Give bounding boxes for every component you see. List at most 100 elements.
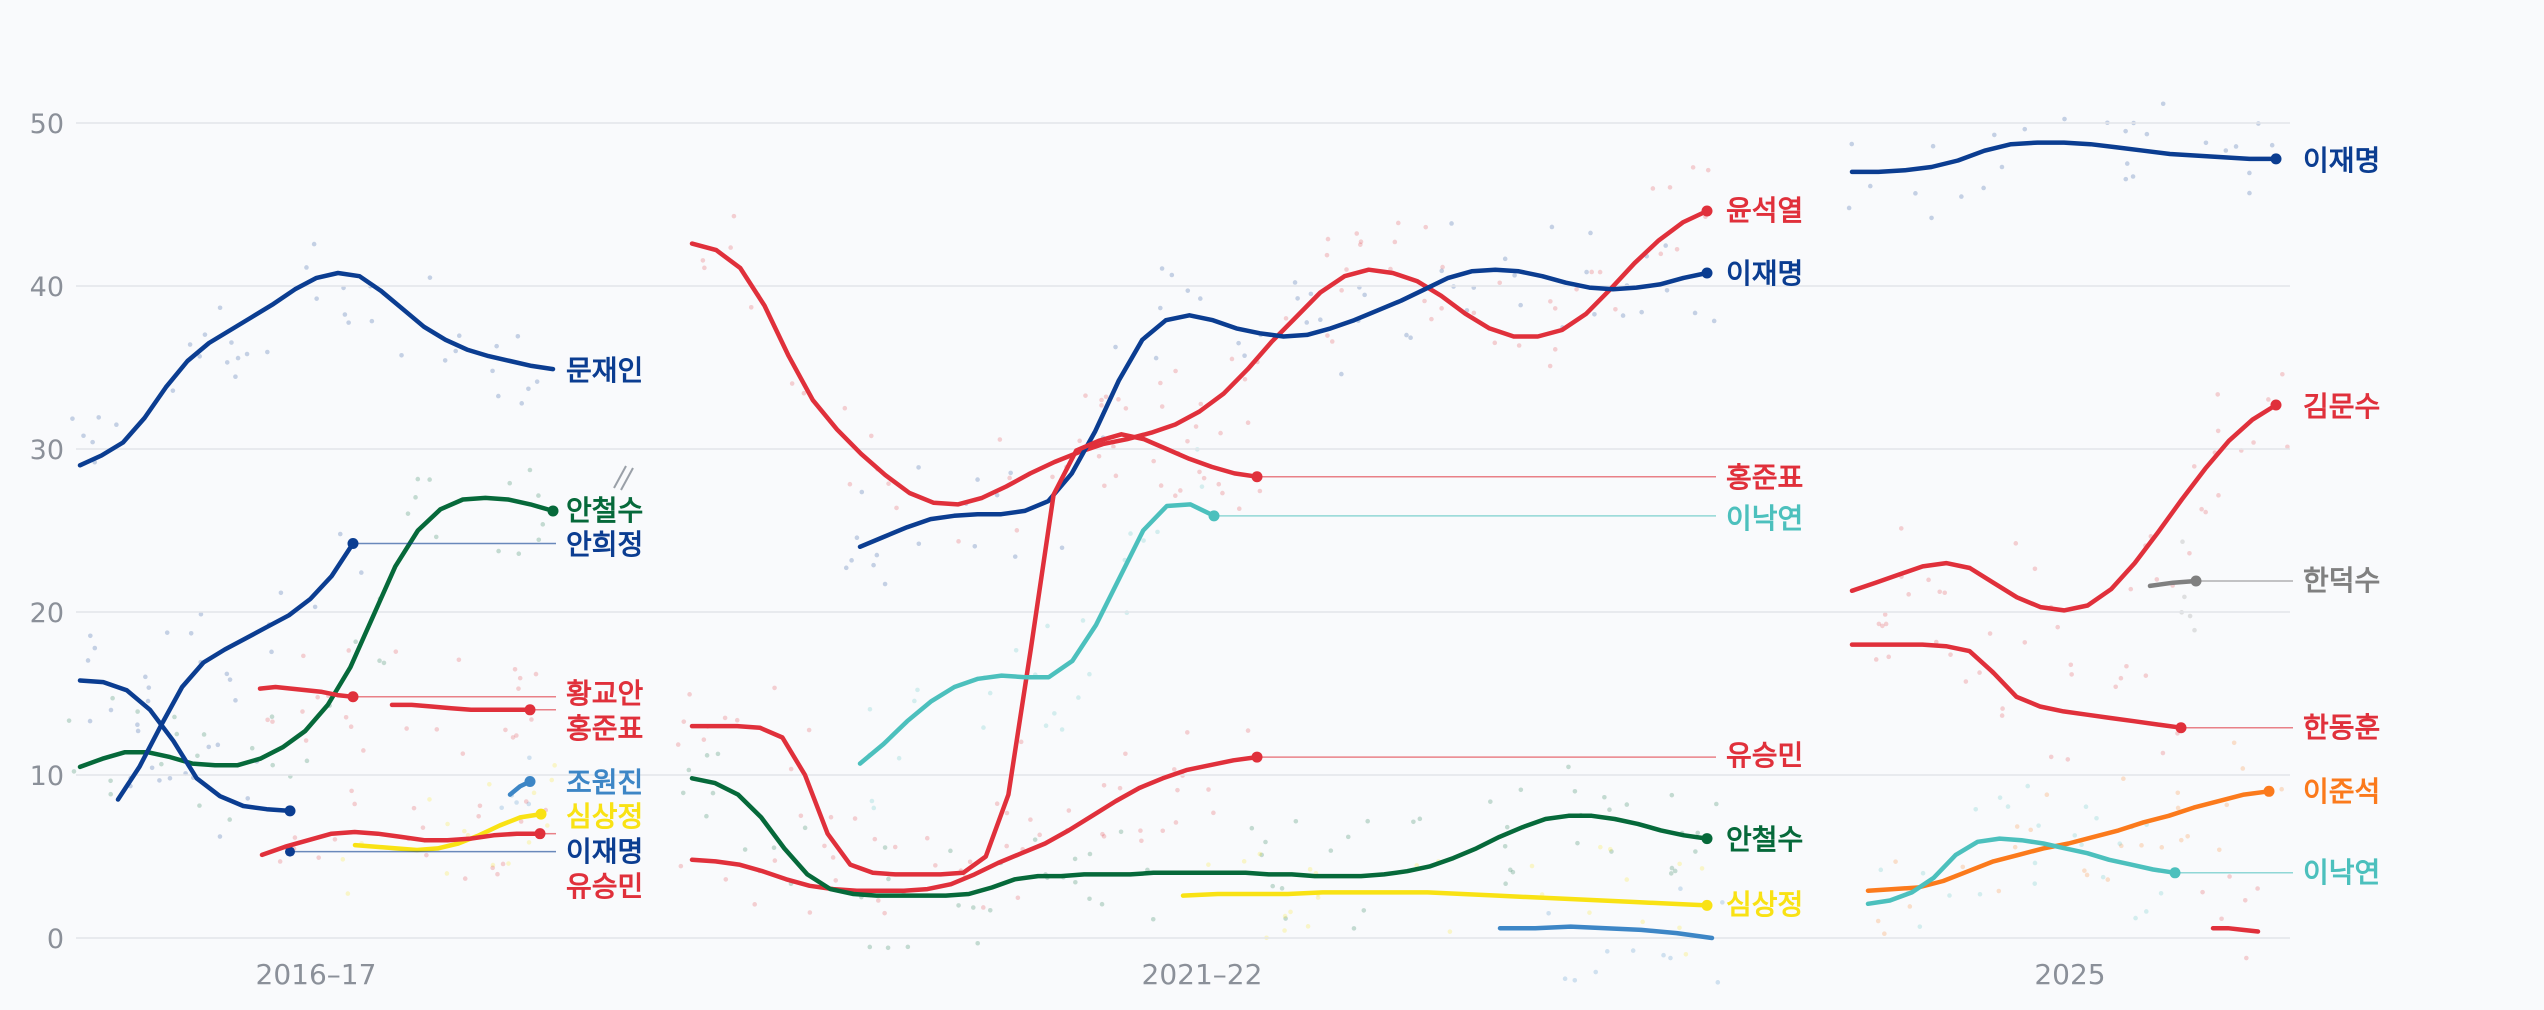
poll-dot	[1318, 317, 1323, 322]
poll-dot	[270, 719, 275, 724]
poll-dot	[2233, 144, 2239, 149]
poll-dot	[1987, 631, 1993, 636]
series-line-심상정	[1180, 890, 1710, 908]
poll-dot	[1695, 830, 1701, 836]
poll-dot	[1492, 340, 1498, 346]
poll-dot	[2062, 116, 2067, 122]
series-line-이낙연	[1865, 836, 2178, 907]
poll-dot	[2005, 804, 2011, 809]
poll-dot	[915, 687, 920, 693]
poll-dot	[71, 769, 77, 774]
poll-dot	[195, 753, 200, 759]
poll-dot	[1392, 239, 1398, 245]
poll-dot	[924, 835, 930, 841]
poll-dot	[882, 845, 888, 850]
poll-dot	[1138, 828, 1143, 833]
poll-dot	[1270, 883, 1276, 889]
poll-dot	[1102, 483, 1107, 489]
poll-dot	[265, 717, 270, 723]
poll-dot	[135, 709, 140, 714]
poll-dot	[1123, 751, 1128, 757]
poll-dot	[1602, 794, 1607, 800]
poll-dot	[206, 744, 212, 750]
poll-dot	[1169, 272, 1175, 278]
poll-dot	[1344, 267, 1349, 272]
poll-dot	[772, 685, 777, 691]
poll-dot	[172, 714, 177, 720]
poll-dot	[507, 480, 513, 486]
poll-dot	[404, 726, 409, 731]
poll-dot	[1705, 167, 1711, 173]
poll-dot	[1185, 288, 1191, 293]
poll-dot	[506, 861, 511, 866]
poll-dot	[516, 686, 521, 691]
poll-dot	[833, 878, 839, 883]
poll-dot	[476, 813, 481, 819]
poll-dot	[1518, 302, 1523, 308]
poll-dot	[798, 813, 804, 819]
poll-dot	[748, 305, 754, 310]
poll-dot	[867, 944, 873, 950]
series-label: 홍준표	[566, 712, 643, 745]
series-line-이낙연	[857, 502, 1217, 766]
poll-dot	[90, 439, 95, 445]
poll-dot	[2175, 805, 2181, 811]
poll-dot	[1199, 484, 1205, 489]
poll-dot	[1128, 531, 1133, 536]
poll-dot	[2124, 663, 2129, 669]
poll-dot	[1907, 904, 1913, 909]
poll-dot	[517, 675, 523, 681]
poll-dot	[1242, 376, 1248, 382]
poll-dot	[1893, 859, 1898, 864]
poll-dot	[265, 349, 270, 355]
poll-dot	[146, 685, 152, 690]
poll-dot	[424, 852, 429, 858]
poll-dot	[114, 422, 119, 428]
poll-dot	[1283, 916, 1288, 921]
poll-dot	[346, 648, 352, 653]
poll-dot	[1155, 529, 1160, 535]
poll-dot	[975, 940, 981, 946]
poll-dot	[680, 790, 686, 796]
poll-dot	[1867, 183, 1873, 189]
poll-dot	[2280, 371, 2285, 377]
series-end-dot	[2270, 399, 2282, 411]
poll-dot	[145, 698, 151, 704]
poll-dot	[987, 690, 993, 696]
poll-dot	[110, 695, 115, 701]
poll-dot	[411, 805, 417, 811]
poll-dot	[1959, 194, 1964, 199]
poll-dot	[1588, 230, 1593, 236]
poll-dot	[343, 714, 349, 720]
poll-dot	[1014, 528, 1020, 533]
poll-dot	[1667, 185, 1673, 190]
poll-dot	[1876, 621, 1882, 627]
poll-dot	[2178, 837, 2184, 843]
poll-dot	[1111, 444, 1116, 449]
poll-dot	[1236, 506, 1242, 512]
poll-dot	[503, 727, 508, 733]
poll-dot	[916, 465, 921, 470]
poll-dot	[224, 671, 230, 677]
poll-dot	[1692, 310, 1698, 316]
poll-dot	[704, 813, 709, 819]
series-line-홍준표	[389, 702, 533, 713]
poll-dot	[1607, 846, 1613, 852]
poll-dot	[2255, 886, 2260, 891]
poll-dot	[85, 658, 91, 663]
poll-dot	[1324, 252, 1330, 258]
poll-dot	[227, 677, 233, 682]
poll-dot	[875, 898, 881, 903]
poll-dot	[2231, 740, 2237, 746]
poll-dot	[549, 777, 555, 783]
poll-dot	[545, 823, 550, 828]
poll-dot	[2128, 586, 2134, 592]
poll-dot	[135, 722, 140, 728]
poll-dot	[2123, 176, 2129, 182]
poll-dot	[2224, 802, 2230, 808]
series-label: 이낙연	[2303, 856, 2380, 889]
poll-dot	[912, 698, 917, 704]
poll-dot	[1197, 469, 1202, 475]
poll-dot	[2022, 640, 2028, 645]
poll-dot	[337, 531, 343, 537]
